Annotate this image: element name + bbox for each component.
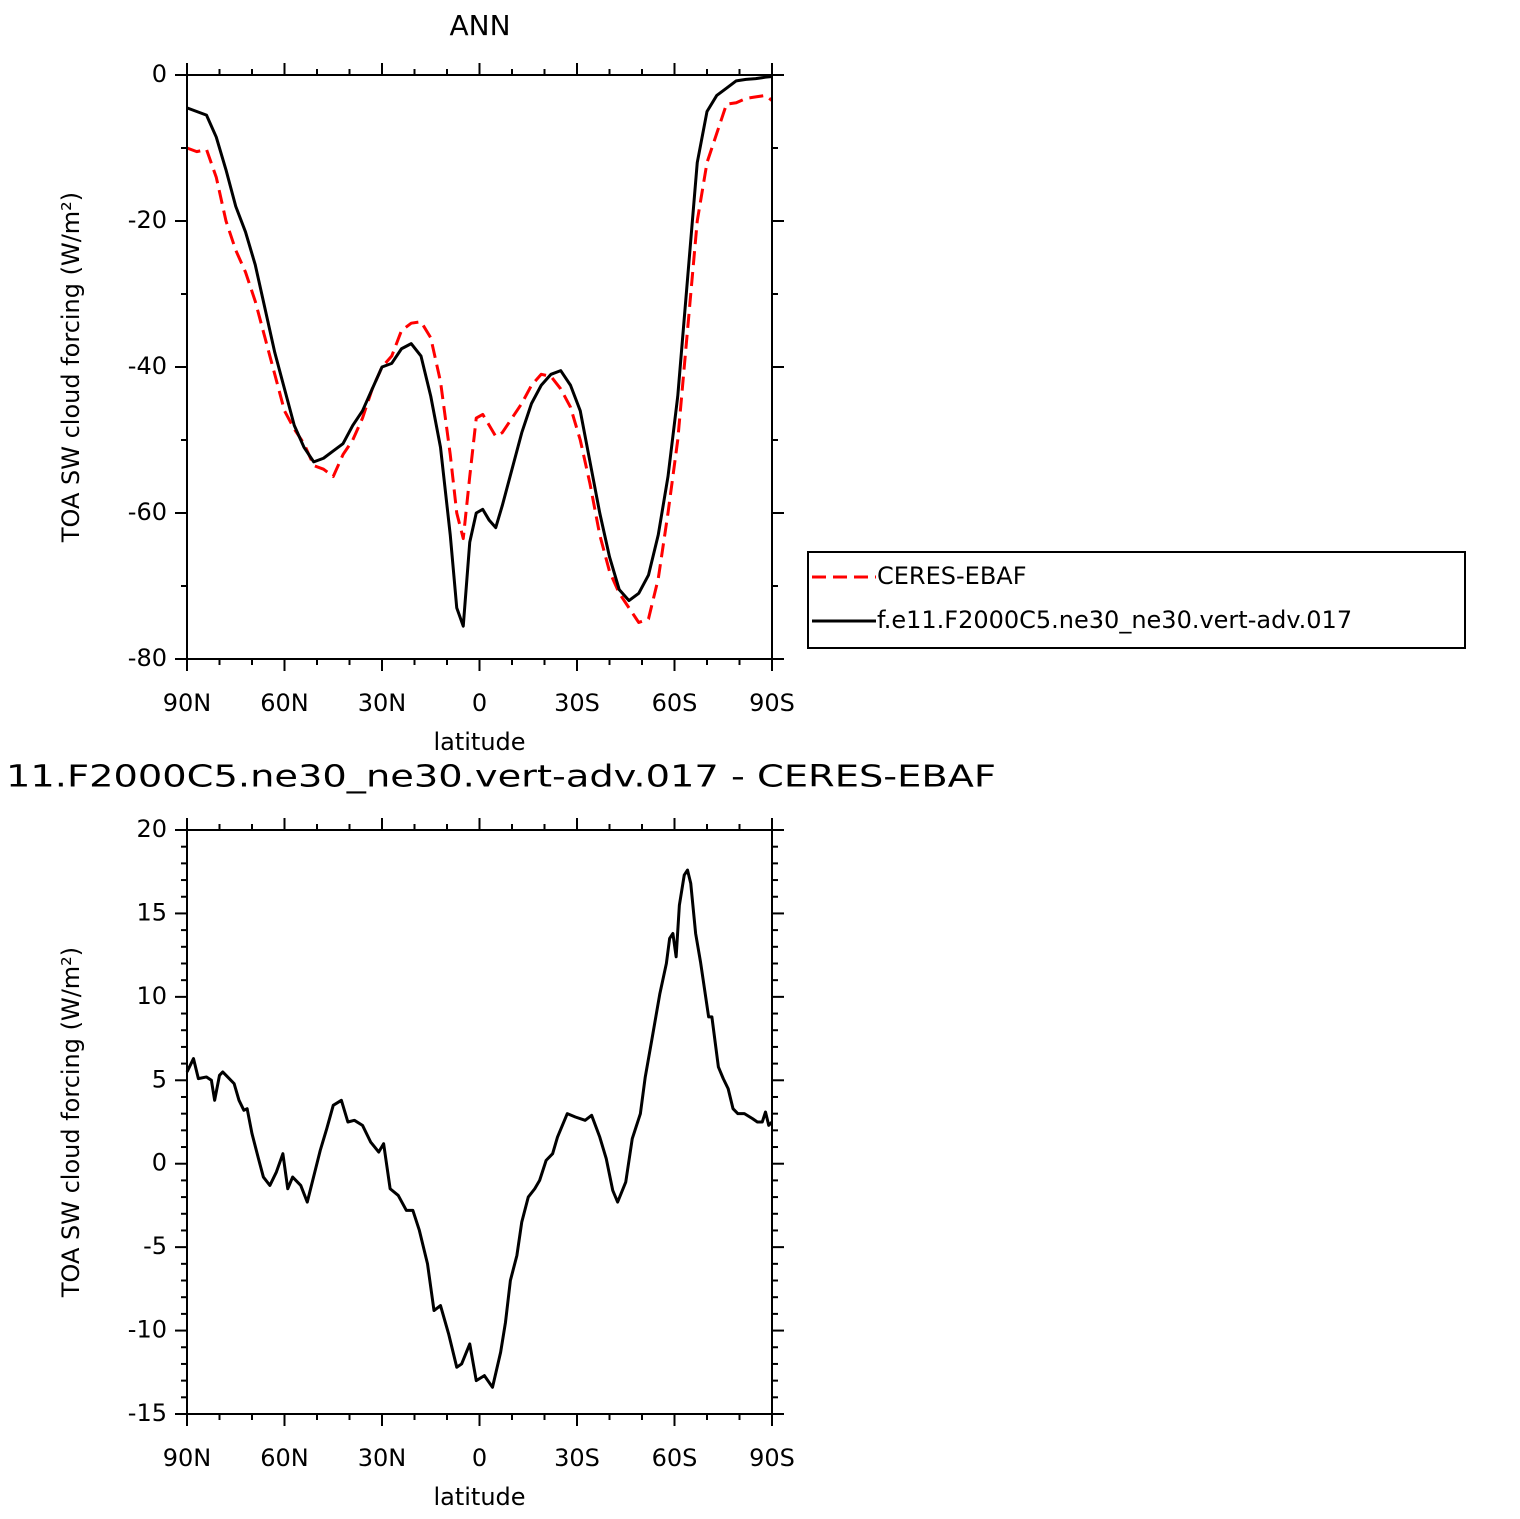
plot-frame bbox=[186, 74, 773, 660]
legend-box bbox=[807, 551, 1466, 649]
x-tick-label: 90N bbox=[163, 1444, 212, 1472]
y-tick-label: -40 bbox=[128, 352, 167, 380]
x-tick-label: 0 bbox=[472, 689, 487, 717]
x-tick-label: 60S bbox=[652, 1444, 698, 1472]
chart-title: ANN bbox=[449, 9, 510, 42]
x-tick-label: 90S bbox=[749, 1444, 795, 1472]
y-tick-label: 5 bbox=[152, 1065, 167, 1093]
legend-label: f.e11.F2000C5.ne30_ne30.vert-adv.017 bbox=[877, 606, 1352, 634]
y-axis-label: TOA SW cloud forcing (W/m²) bbox=[57, 192, 85, 543]
y-tick-label: -15 bbox=[128, 1399, 167, 1427]
y-tick-label: 0 bbox=[152, 60, 167, 88]
x-tick-label: 0 bbox=[472, 1444, 487, 1472]
legend-label: CERES-EBAF bbox=[877, 562, 1027, 590]
y-tick-label: -5 bbox=[143, 1232, 167, 1260]
y-tick-label: 15 bbox=[136, 898, 167, 926]
x-tick-label: 60S bbox=[652, 689, 698, 717]
y-tick-label: 10 bbox=[136, 982, 167, 1010]
y-axis-label: TOA SW cloud forcing (W/m²) bbox=[57, 947, 85, 1298]
data-line bbox=[185, 868, 774, 1389]
data-line bbox=[186, 93, 773, 624]
data-line bbox=[186, 74, 773, 628]
x-axis-label: latitude bbox=[433, 728, 525, 756]
x-tick-label: 30N bbox=[358, 1444, 407, 1472]
y-tick-label: 0 bbox=[152, 1149, 167, 1177]
legend: CERES-EBAF f.e11.F2000C5.ne30_ne30.vert-a… bbox=[807, 551, 1466, 649]
x-tick-label: 60N bbox=[260, 1444, 309, 1472]
y-tick-label: -20 bbox=[128, 206, 167, 234]
chart-title: 11.F2000C5.ne30_ne30.vert-adv.017 - CERE… bbox=[6, 760, 996, 795]
x-axis-label: latitude bbox=[433, 1483, 525, 1511]
x-tick-label: 60N bbox=[260, 689, 309, 717]
plot-frame bbox=[186, 829, 773, 1415]
x-tick-label: 30S bbox=[554, 689, 600, 717]
x-tick-label: 30S bbox=[554, 1444, 600, 1472]
y-tick-label: -10 bbox=[128, 1316, 167, 1344]
y-tick-label: -60 bbox=[128, 498, 167, 526]
x-tick-label: 90N bbox=[163, 689, 212, 717]
y-tick-label: -80 bbox=[128, 644, 167, 672]
x-tick-label: 30N bbox=[358, 689, 407, 717]
y-tick-label: 20 bbox=[136, 815, 167, 843]
x-tick-label: 90S bbox=[749, 689, 795, 717]
